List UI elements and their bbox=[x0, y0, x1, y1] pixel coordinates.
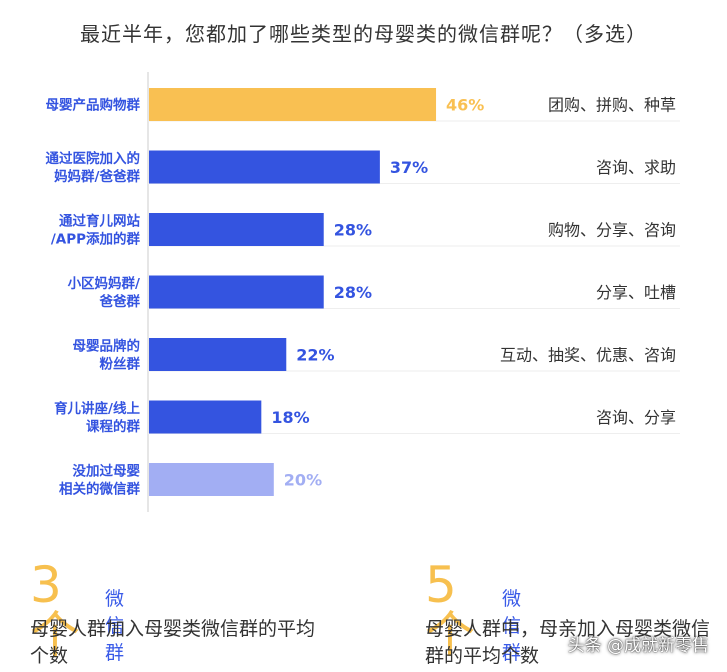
bar-value-label: 18% bbox=[271, 408, 309, 427]
category-label: 课程的群 bbox=[86, 418, 140, 435]
category-label: 通过医院加入的 bbox=[46, 150, 141, 167]
chart-title: 最近半年，您都加了哪些类型的母婴类的微信群呢？（多选） bbox=[80, 22, 647, 46]
stat-left-unit: 微信群 bbox=[105, 588, 125, 664]
stat-right-unit: 微信群 bbox=[502, 588, 522, 664]
category-label: 相关的微信群 bbox=[59, 481, 140, 498]
category-label: 小区妈妈群/ bbox=[68, 275, 140, 292]
category-label: 妈妈群/爸爸群 bbox=[54, 168, 140, 185]
bar bbox=[149, 88, 437, 121]
bar bbox=[149, 213, 324, 246]
stat-left-number: 3个 bbox=[30, 556, 80, 664]
bar-value-label: 37% bbox=[390, 158, 428, 177]
category-label: 母婴产品购物群 bbox=[46, 97, 141, 114]
bar bbox=[149, 463, 274, 496]
bar bbox=[149, 400, 262, 434]
category-label: 粉丝群 bbox=[100, 356, 141, 373]
bar bbox=[149, 150, 380, 184]
bar-value-label: 46% bbox=[446, 96, 484, 115]
category-label: 没加过母婴 bbox=[73, 463, 141, 480]
bar-value-label: 20% bbox=[284, 471, 322, 490]
bar-annotation: 咨询、求助 bbox=[596, 158, 676, 177]
bar-value-label: 22% bbox=[296, 346, 334, 365]
stat-right-number: 5个 bbox=[425, 556, 475, 664]
bar-annotation: 互动、抽奖、优惠、咨询 bbox=[500, 346, 676, 365]
category-label: 母婴品牌的 bbox=[73, 338, 141, 355]
stat-right-description: 母婴人群中，母亲加入母婴类微信群的平均个数 bbox=[425, 618, 711, 667]
stat-left-description: 母婴人群加入母婴类微信群的平均个数 bbox=[30, 618, 316, 667]
bar-annotation: 购物、分享、咨询 bbox=[548, 221, 676, 240]
category-label: 爸爸群 bbox=[99, 293, 141, 310]
bar bbox=[149, 275, 324, 309]
bar-value-label: 28% bbox=[334, 283, 372, 302]
category-label: 育儿讲座/线上 bbox=[54, 400, 140, 417]
bar bbox=[149, 338, 287, 371]
bar-value-label: 28% bbox=[334, 221, 372, 240]
category-label: 通过育儿网站 bbox=[59, 213, 140, 230]
bar-annotation: 分享、吐槽 bbox=[596, 283, 676, 302]
bar-annotation: 咨询、分享 bbox=[596, 408, 676, 427]
bar-annotation: 团购、拼购、种草 bbox=[548, 96, 676, 115]
watermark: 头条 @成就新零售 bbox=[567, 636, 709, 656]
category-label: /APP添加的群 bbox=[51, 231, 141, 248]
